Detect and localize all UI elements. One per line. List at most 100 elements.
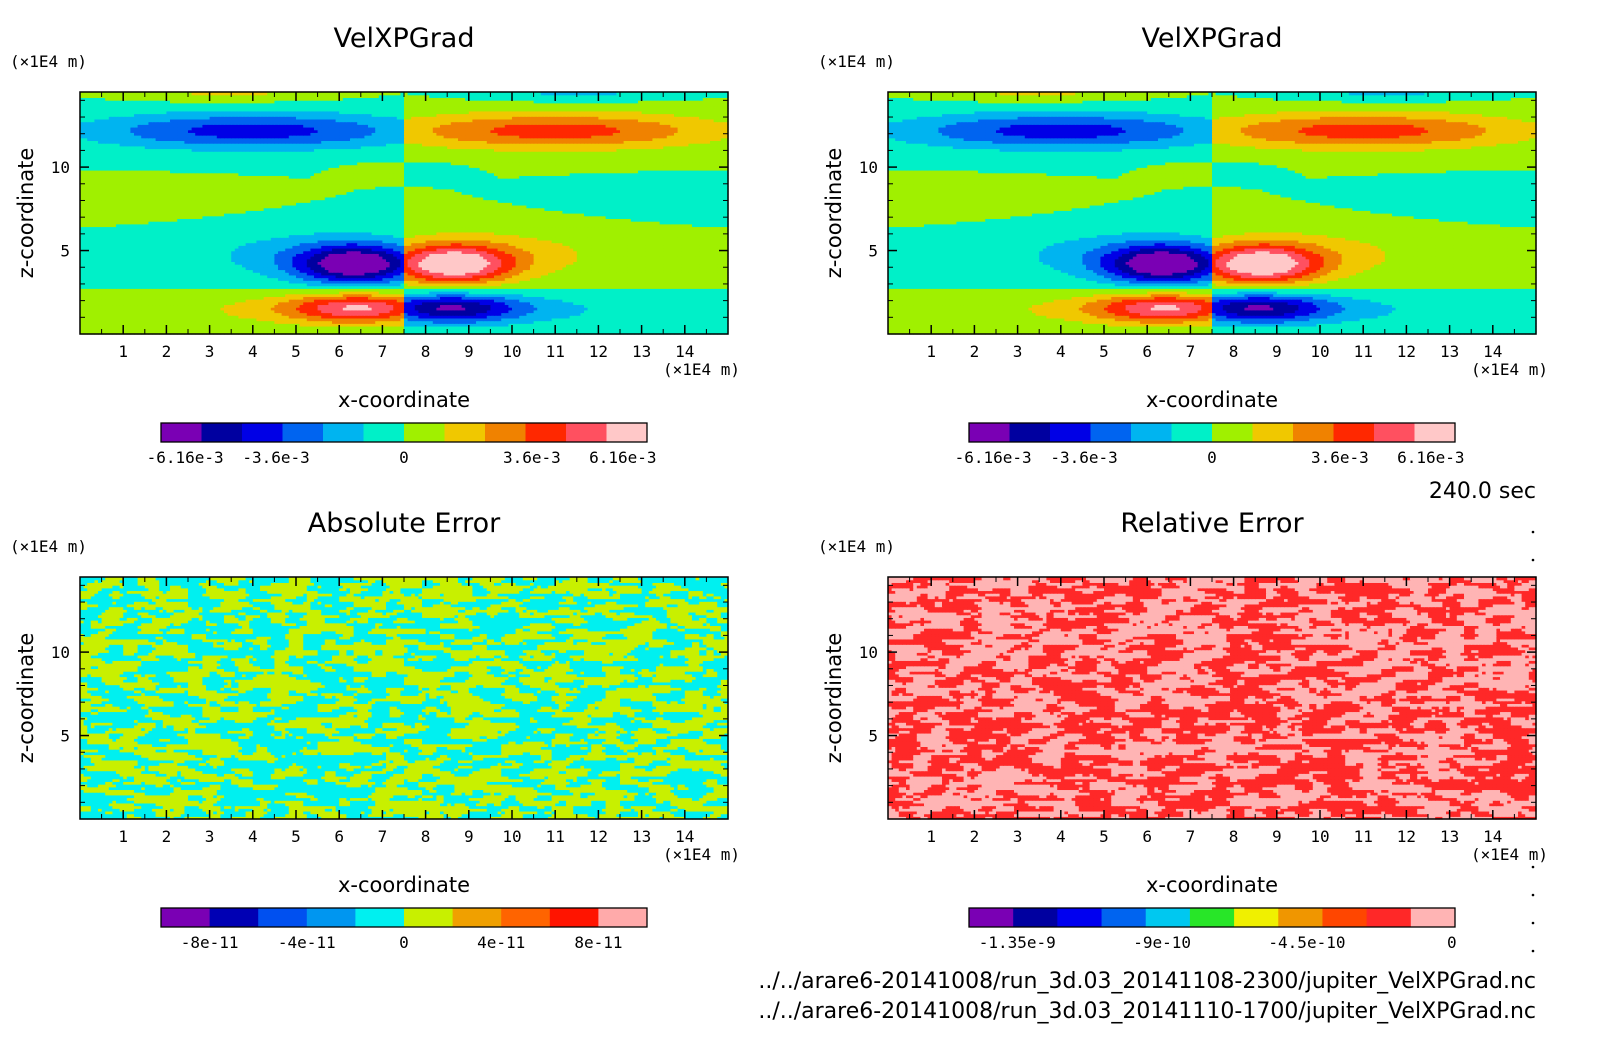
x-tick-label: 12 [1397,342,1416,361]
colorbar-label: 0 [1447,933,1457,952]
colorbar-swatch [1013,908,1058,927]
colorbar-swatch [1102,908,1147,927]
colorbar-swatch [1278,908,1323,927]
x-unit-label: (×1E4 m) [1471,360,1548,379]
colorbar-swatch [1091,423,1132,442]
colorbar-swatch [1010,423,1051,442]
colorbar-label: -1.35e-9 [979,933,1056,952]
margin-dot [1532,894,1535,897]
colorbar-swatch [1131,423,1172,442]
heatmap-field [888,577,1537,820]
colorbar-swatch [258,908,307,927]
chart-panel-3: Relative Error(×1E4 m)1 2 3 4 5 6 7 8 9 10 11 12 13 1… [818,508,1548,952]
x-tick-label: 1 [926,827,936,846]
x-tick-label: 5 [291,827,301,846]
colorbar-label: 0 [1207,448,1217,467]
x-tick-label: 9 [464,342,474,361]
colorbar-swatch [1367,908,1412,927]
x-unit-label: (×1E4 m) [663,360,740,379]
colorbar-label: -9e-10 [1133,933,1191,952]
x-tick-label: 13 [632,342,651,361]
x-tick-label: 5 [1099,342,1109,361]
x-tick-label: 2 [162,827,172,846]
x-tick-label: 2 [162,342,172,361]
y-unit-label: (×1E4 m) [10,537,87,556]
colorbar-label: -6.16e-3 [955,448,1032,467]
y-unit-label: (×1E4 m) [818,537,895,556]
x-tick-label: 14 [675,342,694,361]
x-tick-label: 7 [1186,827,1196,846]
x-axis-label: x-coordinate [1146,388,1278,412]
colorbar-label: -3.6e-3 [242,448,309,467]
colorbar-swatch [1374,423,1415,442]
x-tick-label: 10 [1310,342,1329,361]
y-axis-label: z-coordinate [822,633,846,764]
x-tick-label: 10 [502,342,521,361]
x-tick-label: 11 [1354,342,1373,361]
y-unit-label: (×1E4 m) [10,52,87,71]
colorbar-swatch [404,423,445,442]
x-tick-label: 4 [248,342,258,361]
x-axis-label: x-coordinate [1146,873,1278,897]
y-axis-label: z-coordinate [14,148,38,279]
y-unit-label: (×1E4 m) [818,52,895,71]
chart-panel-0: VelXPGrad(×1E4 m)1 2 3 4 5 6 7 8 9 10 11 12 13 14510(… [10,23,740,467]
colorbar-swatch [526,423,567,442]
x-tick-label: 13 [1440,342,1459,361]
x-tick-label: 6 [334,827,344,846]
x-tick-label: 12 [1397,827,1416,846]
colorbar-swatch [969,908,1014,927]
margin-dot [1532,950,1535,953]
colorbar-swatch [1212,423,1253,442]
y-axis-label: z-coordinate [822,148,846,279]
x-tick-label: 1 [118,342,128,361]
file-path-1: ../../arare6-20141008/run_3d.03_20141110… [758,999,1536,1024]
colorbar: -8e-11 -4e-11 0 4e-11 8e-11 [161,908,648,952]
colorbar-swatch [283,423,324,442]
x-tick-label: 2 [970,342,980,361]
x-tick-label: 4 [248,827,258,846]
colorbar-swatch [1190,908,1235,927]
x-tick-label: 3 [205,342,215,361]
x-tick-label: 2 [970,827,980,846]
x-tick-label: 14 [1483,342,1502,361]
colorbar-swatch [1146,908,1191,927]
x-axis-label: x-coordinate [338,873,470,897]
colorbar-swatch [501,908,550,927]
x-axis-label: x-coordinate [338,388,470,412]
margin-dot [1532,922,1535,925]
x-tick-label: 11 [546,342,565,361]
colorbar-swatch [1050,423,1091,442]
margin-dot [1532,559,1535,562]
y-tick-label: 10 [51,643,70,662]
x-tick-label: 5 [1099,827,1109,846]
colorbar-swatch [1172,423,1213,442]
colorbar-swatch [404,908,453,927]
x-unit-label: (×1E4 m) [1471,845,1548,864]
colorbar-swatch [566,423,607,442]
x-tick-label: 3 [1013,827,1023,846]
margin-dot [1532,866,1535,869]
x-tick-label: 1 [118,827,128,846]
x-tick-label: 7 [378,827,388,846]
y-tick-label: 5 [60,727,70,746]
y-tick-label: 5 [868,727,878,746]
colorbar-swatch [1322,908,1367,927]
colorbar-swatch [1415,423,1456,442]
colorbar-label: 0 [399,448,409,467]
x-tick-label: 12 [589,827,608,846]
colorbar-swatch [364,423,405,442]
colorbar-label: 8e-11 [574,933,622,952]
colorbar-swatch [307,908,356,927]
x-tick-label: 6 [1142,827,1152,846]
chart-panel-2: Absolute Error(×1E4 m)1 2 3 4 5 6 7 8 9 10 11 12 13 1… [10,508,740,952]
x-tick-label: 8 [1229,342,1239,361]
x-tick-label: 14 [1483,827,1502,846]
colorbar-label: 6.16e-3 [589,448,656,467]
figure-canvas: VelXPGrad(×1E4 m)1 2 3 4 5 6 7 8 9 10 11 12 13 14510(… [0,0,1604,1054]
panel-title: Absolute Error [308,508,501,539]
colorbar-swatch [242,423,283,442]
x-tick-label: 9 [1272,827,1282,846]
x-tick-label: 3 [1013,342,1023,361]
heatmap-field [888,92,1537,335]
